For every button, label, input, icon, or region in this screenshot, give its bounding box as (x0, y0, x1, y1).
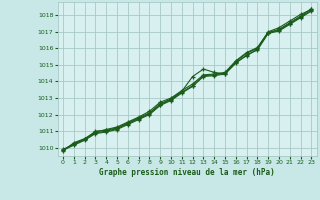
X-axis label: Graphe pression niveau de la mer (hPa): Graphe pression niveau de la mer (hPa) (99, 168, 275, 177)
